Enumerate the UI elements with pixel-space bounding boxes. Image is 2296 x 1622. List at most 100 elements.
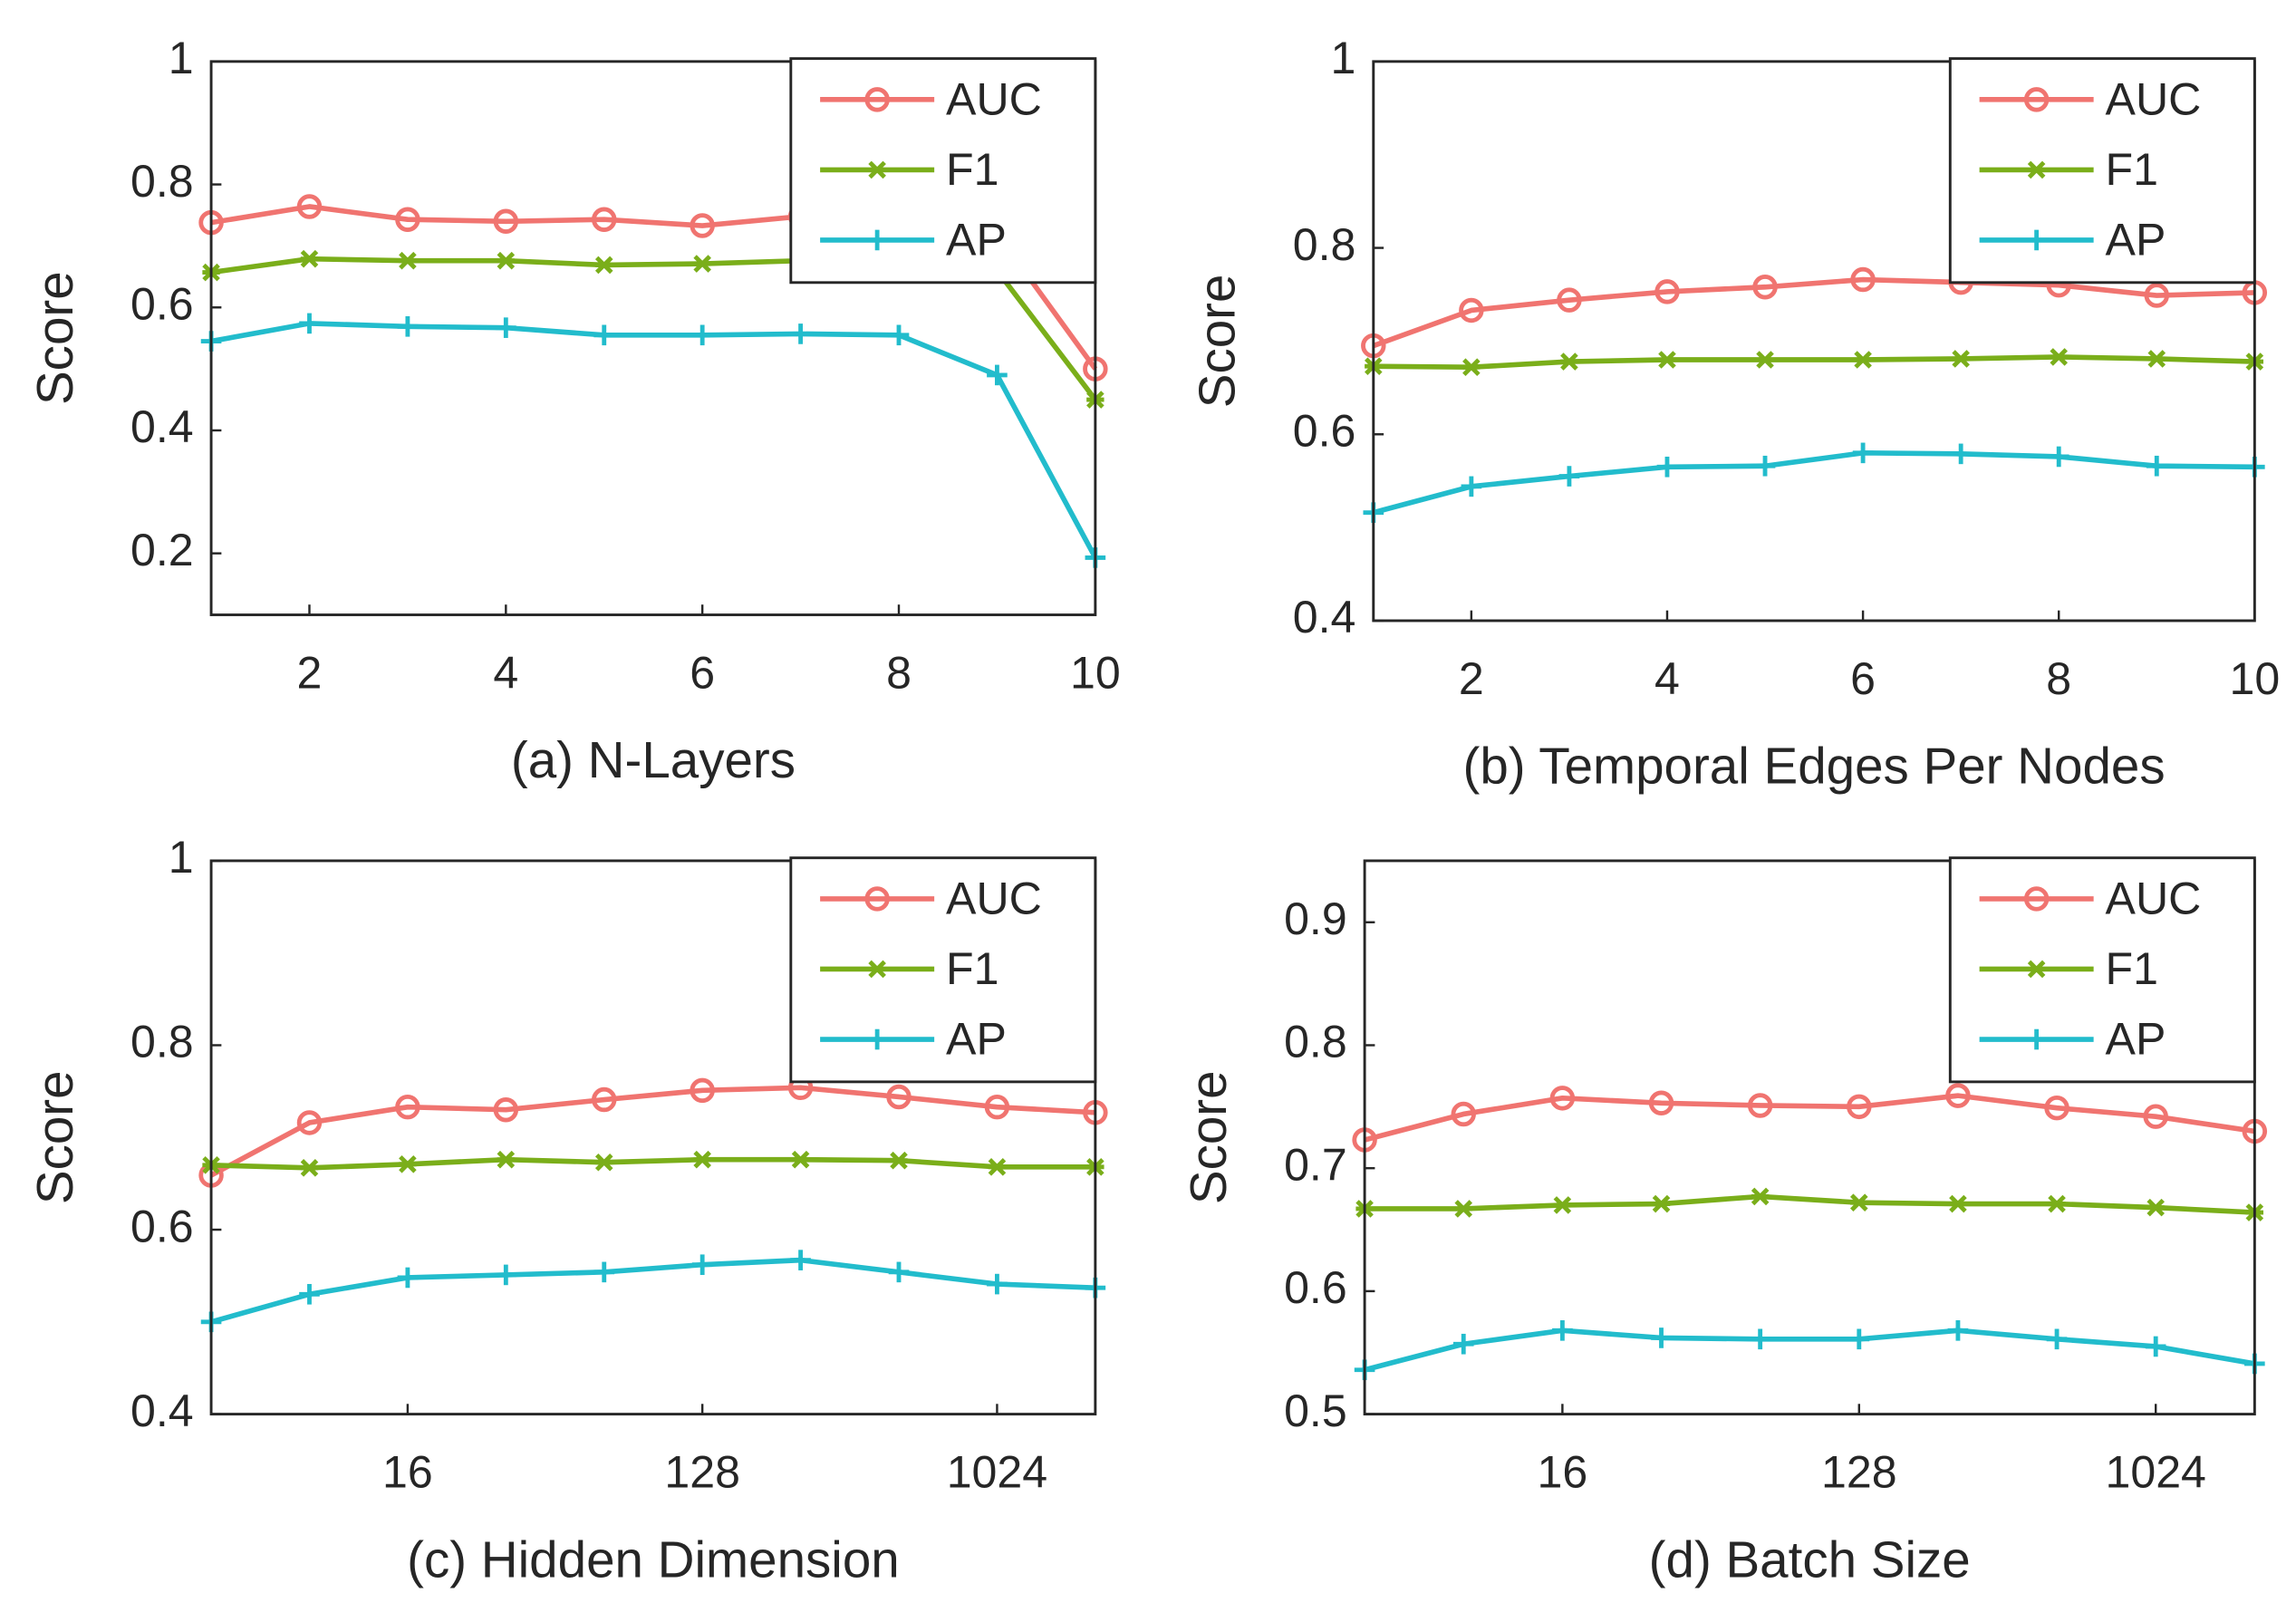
marker — [1454, 1200, 1473, 1218]
marker — [296, 194, 323, 219]
marker — [1462, 358, 1481, 377]
marker — [1756, 351, 1774, 369]
marker-circle — [2144, 283, 2170, 308]
x-tick-label: 1024 — [2105, 1447, 2205, 1498]
marker — [1451, 1101, 1476, 1127]
marker — [2026, 229, 2047, 251]
marker — [1852, 442, 1874, 464]
y-tick-label: 0.8 — [130, 156, 194, 207]
marker-circle — [1847, 1094, 1872, 1120]
x-tick-label: 2 — [1459, 653, 1484, 704]
marker-circle — [395, 1094, 420, 1120]
marker-circle — [395, 207, 420, 232]
marker — [691, 1254, 713, 1276]
marker — [594, 1153, 613, 1172]
x-tick-label: 10 — [2229, 653, 2280, 704]
marker — [397, 1267, 419, 1289]
marker-circle — [2023, 87, 2050, 112]
marker — [890, 1151, 908, 1170]
y-tick-label: 0.6 — [130, 278, 194, 329]
marker-circle — [1451, 1101, 1476, 1127]
marker-circle — [592, 1086, 617, 1113]
legend-label: AP — [946, 214, 1007, 265]
x-tick-label: 6 — [1850, 653, 1876, 704]
x-tick-label: 16 — [382, 1447, 433, 1498]
marker — [493, 208, 519, 234]
axes-frame — [209, 859, 1097, 1416]
x-tick-label: 2 — [297, 648, 323, 699]
marker — [497, 1150, 516, 1169]
y-tick-label: 0.7 — [1284, 1139, 1347, 1190]
marker-circle — [2044, 1095, 2069, 1121]
marker-circle — [1747, 1093, 1773, 1118]
marker — [984, 1094, 1010, 1120]
marker — [2027, 960, 2046, 979]
series-line — [1364, 1328, 2255, 1373]
marker — [1552, 1320, 1573, 1341]
marker — [397, 315, 419, 337]
marker-circle — [886, 1084, 912, 1110]
marker-circle — [493, 1096, 519, 1123]
marker — [2026, 1028, 2047, 1050]
y-tick-label: 0.6 — [1293, 406, 1356, 457]
marker — [1658, 351, 1676, 369]
marker — [592, 1086, 617, 1113]
legend: AUC F1 AP — [1948, 856, 2256, 1084]
marker — [1459, 297, 1484, 323]
x-axis-label: (c) Hidden Dimension — [407, 1530, 900, 1588]
subplot: 0.5 0.6 0.7 0.8 0.9 16 128 1024 (d) Batch Size Sc… — [1180, 856, 2268, 1588]
marker — [594, 256, 613, 275]
marker — [886, 1084, 912, 1110]
marker — [1947, 1320, 1969, 1341]
x-tick-label: 8 — [886, 648, 912, 699]
marker — [864, 886, 890, 912]
marker — [1747, 1093, 1773, 1118]
marker — [1952, 350, 1970, 368]
y-tick-label: 0.6 — [1284, 1262, 1347, 1313]
x-tick-label: 4 — [1654, 653, 1680, 704]
marker-circle — [690, 1077, 715, 1104]
marker — [395, 207, 420, 232]
marker — [1945, 1083, 1971, 1108]
series-line — [210, 1156, 1095, 1171]
marker — [300, 249, 319, 268]
marker — [497, 251, 516, 270]
marker-circle — [690, 213, 715, 238]
y-axis-label: Score — [1180, 1070, 1237, 1204]
x-tick-label: 4 — [493, 648, 518, 699]
subplot: 0.4 0.6 0.8 1 16 128 1024 (c) Hidden Dimension S… — [26, 832, 1108, 1588]
x-tick-label: 1024 — [947, 1447, 1047, 1498]
marker — [395, 1094, 420, 1120]
marker-circle — [1557, 287, 1582, 313]
marker — [1849, 1193, 1868, 1212]
legend-label: AUC — [2106, 73, 2202, 124]
series-line — [1365, 1193, 2255, 1215]
x-tick-label: 10 — [1070, 648, 1121, 699]
marker-circle — [984, 1094, 1010, 1120]
subplot: 0.4 0.6 0.8 1 2 4 6 8 10 (b) Temporal Edges Per N… — [1189, 33, 2280, 795]
marker — [868, 960, 886, 979]
marker — [693, 255, 711, 273]
x-tick-label: 128 — [1821, 1447, 1897, 1498]
marker-circle — [296, 1110, 323, 1135]
marker — [2023, 87, 2050, 112]
marker-circle — [1945, 1083, 1971, 1108]
marker-circle — [493, 208, 519, 234]
y-tick-label: 0.8 — [1284, 1017, 1347, 1067]
marker — [496, 1264, 516, 1286]
marker — [693, 1150, 711, 1169]
y-tick-label: 0.5 — [1284, 1385, 1347, 1436]
y-tick-label: 0.8 — [130, 1017, 194, 1067]
marker — [1560, 352, 1578, 371]
marker — [592, 207, 617, 232]
legend-label: F1 — [2106, 943, 2158, 994]
x-tick-label: 6 — [690, 648, 715, 699]
marker — [1750, 1328, 1770, 1350]
legend-label: AP — [2106, 214, 2166, 265]
marker — [1848, 1328, 1870, 1350]
x-tick-label: 128 — [664, 1447, 740, 1498]
marker — [2050, 348, 2069, 366]
marker — [691, 324, 713, 346]
